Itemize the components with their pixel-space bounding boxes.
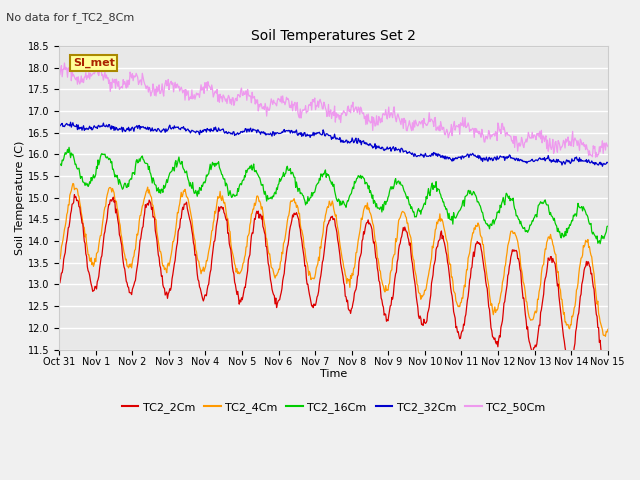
TC2_16Cm	[596, 241, 604, 247]
TC2_32Cm	[207, 126, 215, 132]
TC2_32Cm	[401, 148, 408, 154]
TC2_50Cm	[122, 85, 130, 91]
TC2_2Cm	[604, 365, 612, 371]
TC2_4Cm	[178, 194, 186, 200]
TC2_2Cm	[401, 224, 408, 230]
TC2_4Cm	[55, 254, 63, 260]
Line: TC2_2Cm: TC2_2Cm	[59, 195, 608, 370]
TC2_16Cm	[401, 189, 408, 195]
TC2_4Cm	[207, 235, 215, 240]
Legend: TC2_2Cm, TC2_4Cm, TC2_16Cm, TC2_32Cm, TC2_50Cm: TC2_2Cm, TC2_4Cm, TC2_16Cm, TC2_32Cm, TC…	[117, 397, 550, 417]
TC2_32Cm	[178, 125, 186, 131]
TC2_32Cm	[122, 127, 130, 133]
TC2_50Cm	[207, 87, 215, 93]
Text: No data for f_TC2_8Cm: No data for f_TC2_8Cm	[6, 12, 134, 23]
TC2_2Cm	[417, 315, 425, 321]
TC2_50Cm	[178, 86, 186, 92]
TC2_50Cm	[65, 68, 73, 73]
TC2_50Cm	[401, 120, 408, 125]
TC2_32Cm	[67, 120, 74, 125]
TC2_50Cm	[592, 154, 600, 160]
TC2_50Cm	[67, 56, 74, 62]
TC2_2Cm	[122, 278, 130, 284]
TC2_16Cm	[65, 144, 73, 150]
TC2_32Cm	[417, 151, 425, 157]
TC2_32Cm	[65, 121, 73, 127]
TC2_50Cm	[604, 144, 612, 149]
TC2_16Cm	[122, 184, 130, 190]
Line: TC2_32Cm: TC2_32Cm	[59, 122, 608, 166]
TC2_4Cm	[65, 202, 73, 208]
TC2_16Cm	[207, 167, 215, 172]
TC2_50Cm	[55, 72, 63, 78]
TC2_32Cm	[55, 125, 63, 131]
Text: SI_met: SI_met	[73, 58, 115, 68]
TC2_16Cm	[55, 164, 63, 170]
TC2_2Cm	[603, 367, 611, 372]
Title: Soil Temperatures Set 2: Soil Temperatures Set 2	[251, 29, 416, 43]
TC2_2Cm	[207, 267, 215, 273]
TC2_2Cm	[70, 192, 78, 198]
TC2_2Cm	[65, 224, 73, 230]
TC2_16Cm	[417, 211, 425, 217]
TC2_32Cm	[598, 163, 606, 169]
TC2_2Cm	[178, 208, 186, 214]
TC2_4Cm	[604, 326, 612, 332]
TC2_4Cm	[401, 211, 408, 216]
TC2_16Cm	[178, 158, 186, 164]
Line: TC2_16Cm: TC2_16Cm	[59, 147, 608, 244]
TC2_4Cm	[417, 296, 425, 302]
Line: TC2_50Cm: TC2_50Cm	[59, 59, 608, 157]
TC2_16Cm	[604, 223, 612, 229]
X-axis label: Time: Time	[320, 369, 347, 379]
TC2_50Cm	[417, 121, 425, 127]
TC2_16Cm	[66, 149, 74, 155]
TC2_32Cm	[604, 160, 612, 166]
Line: TC2_4Cm: TC2_4Cm	[59, 183, 608, 336]
Y-axis label: Soil Temperature (C): Soil Temperature (C)	[15, 141, 25, 255]
TC2_4Cm	[69, 180, 77, 186]
TC2_4Cm	[602, 334, 609, 339]
TC2_2Cm	[55, 281, 63, 287]
TC2_4Cm	[122, 256, 130, 262]
